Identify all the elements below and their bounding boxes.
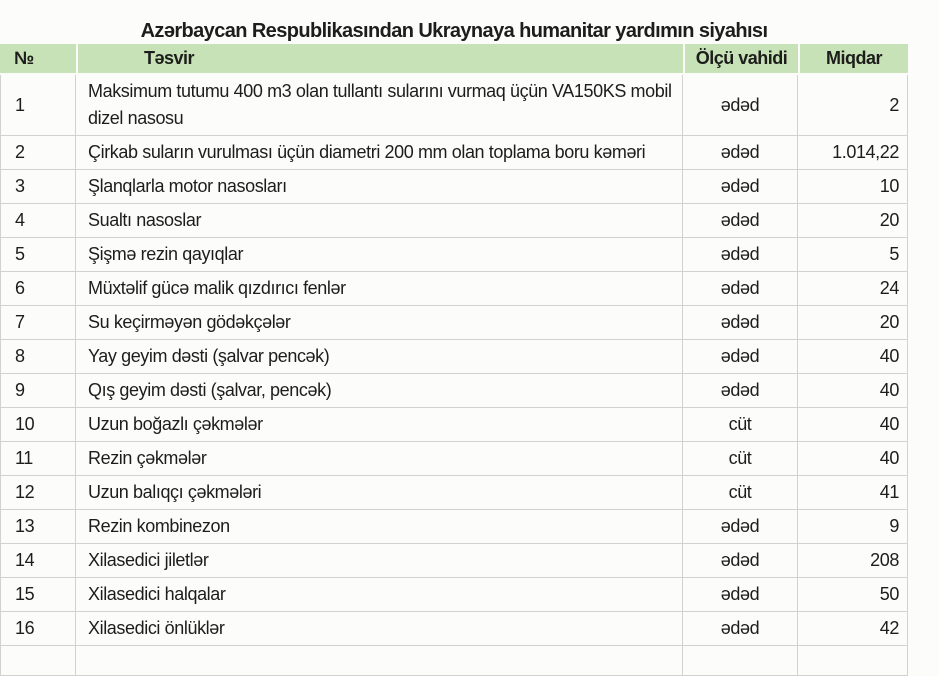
cell-description: Qış geyim dəsti (şalvar, pencək) [76, 374, 683, 408]
cell-no: 15 [0, 578, 76, 612]
cell-description [76, 646, 683, 676]
cell-quantity: 24 [798, 272, 908, 306]
cell-unit: ədəd [683, 75, 798, 136]
cell-unit: ədəd [683, 510, 798, 544]
cell-unit: cüt [683, 442, 798, 476]
cell-description: Xilasedici önlüklər [76, 612, 683, 646]
cell-no: 6 [0, 272, 76, 306]
table-row: 3 Şlanqlarla motor nasosları ədəd 10 [0, 170, 908, 204]
table-row: 2 Çirkab suların vurulması üçün diametri… [0, 136, 908, 170]
cell-quantity: 208 [798, 544, 908, 578]
table-row: 15 Xilasedici halqalar ədəd 50 [0, 578, 908, 612]
cell-quantity: 5 [798, 238, 908, 272]
cell-unit: ədəd [683, 544, 798, 578]
cell-quantity: 40 [798, 442, 908, 476]
cell-quantity: 20 [798, 306, 908, 340]
cell-quantity: 2 [798, 75, 908, 136]
table-body: 1 Maksimum tutumu 400 m3 olan tullantı s… [0, 75, 908, 676]
table-row: 8 Yay geyim dəsti (şalvar pencək) ədəd 4… [0, 340, 908, 374]
cell-no: 1 [0, 75, 76, 136]
table-row: 9 Qış geyim dəsti (şalvar, pencək) ədəd … [0, 374, 908, 408]
column-header-unit: Ölçü vahidi [683, 44, 798, 75]
cell-unit: ədəd [683, 136, 798, 170]
column-header-description: Təsvir [76, 44, 683, 75]
cell-description: Şişmə rezin qayıqlar [76, 238, 683, 272]
table-row: 16 Xilasedici önlüklər ədəd 42 [0, 612, 908, 646]
cell-description: Rezin kombinezon [76, 510, 683, 544]
cell-no [0, 646, 76, 676]
table-row: 6 Müxtəlif gücə malik qızdırıcı fenlər ə… [0, 272, 908, 306]
cell-quantity: 10 [798, 170, 908, 204]
table-row: 12 Uzun balıqçı çəkmələri cüt 41 [0, 476, 908, 510]
cell-description: Yay geyim dəsti (şalvar pencək) [76, 340, 683, 374]
cell-quantity: 42 [798, 612, 908, 646]
cell-quantity: 20 [798, 204, 908, 238]
column-header-quantity: Miqdar [798, 44, 908, 75]
table-row [0, 646, 908, 676]
cell-no: 8 [0, 340, 76, 374]
cell-description: Su keçirməyən gödəkçələr [76, 306, 683, 340]
cell-quantity: 41 [798, 476, 908, 510]
cell-no: 4 [0, 204, 76, 238]
table-row: 7 Su keçirməyən gödəkçələr ədəd 20 [0, 306, 908, 340]
cell-no: 13 [0, 510, 76, 544]
table-row: 14 Xilasedici jiletlər ədəd 208 [0, 544, 908, 578]
table-row: 1 Maksimum tutumu 400 m3 olan tullantı s… [0, 75, 908, 136]
cell-quantity [798, 646, 908, 676]
cell-description: Uzun balıqçı çəkmələri [76, 476, 683, 510]
cell-unit: cüt [683, 476, 798, 510]
cell-quantity: 40 [798, 340, 908, 374]
cell-unit: ədəd [683, 612, 798, 646]
cell-quantity: 40 [798, 374, 908, 408]
cell-no: 11 [0, 442, 76, 476]
cell-no: 9 [0, 374, 76, 408]
cell-no: 12 [0, 476, 76, 510]
cell-unit: ədəd [683, 204, 798, 238]
cell-description: Şlanqlarla motor nasosları [76, 170, 683, 204]
column-header-no: № [0, 44, 76, 75]
cell-quantity: 50 [798, 578, 908, 612]
cell-description: Müxtəlif gücə malik qızdırıcı fenlər [76, 272, 683, 306]
table-row: 11 Rezin çəkmələr cüt 40 [0, 442, 908, 476]
cell-unit: ədəd [683, 238, 798, 272]
cell-unit: ədəd [683, 374, 798, 408]
cell-description: Xilasedici halqalar [76, 578, 683, 612]
cell-unit: ədəd [683, 306, 798, 340]
cell-description: Maksimum tutumu 400 m3 olan tullantı sul… [76, 75, 683, 136]
cell-no: 10 [0, 408, 76, 442]
cell-description: Sualtı nasoslar [76, 204, 683, 238]
cell-quantity: 1.014,22 [798, 136, 908, 170]
table-row: 5 Şişmə rezin qayıqlar ədəd 5 [0, 238, 908, 272]
table-row: 13 Rezin kombinezon ədəd 9 [0, 510, 908, 544]
cell-description: Uzun boğazlı çəkmələr [76, 408, 683, 442]
cell-no: 14 [0, 544, 76, 578]
cell-unit: ədəd [683, 578, 798, 612]
cell-unit: cüt [683, 408, 798, 442]
cell-description: Xilasedici jiletlər [76, 544, 683, 578]
cell-description: Rezin çəkmələr [76, 442, 683, 476]
cell-description: Çirkab suların vurulması üçün diametri 2… [76, 136, 683, 170]
cell-unit: ədəd [683, 340, 798, 374]
header-row: № Təsvir Ölçü vahidi Miqdar [0, 44, 908, 75]
cell-no: 7 [0, 306, 76, 340]
aid-table: № Təsvir Ölçü vahidi Miqdar 1 Maksimum t… [0, 44, 908, 676]
cell-unit: ədəd [683, 272, 798, 306]
cell-no: 16 [0, 612, 76, 646]
table-row: 10 Uzun boğazlı çəkmələr cüt 40 [0, 408, 908, 442]
cell-unit: ədəd [683, 170, 798, 204]
document-title: Azərbaycan Respublikasından Ukraynaya hu… [140, 20, 768, 42]
cell-unit [683, 646, 798, 676]
table-row: 4 Sualtı nasoslar ədəd 20 [0, 204, 908, 238]
cell-quantity: 40 [798, 408, 908, 442]
cell-quantity: 9 [798, 510, 908, 544]
cell-no: 2 [0, 136, 76, 170]
cell-no: 5 [0, 238, 76, 272]
cell-no: 3 [0, 170, 76, 204]
